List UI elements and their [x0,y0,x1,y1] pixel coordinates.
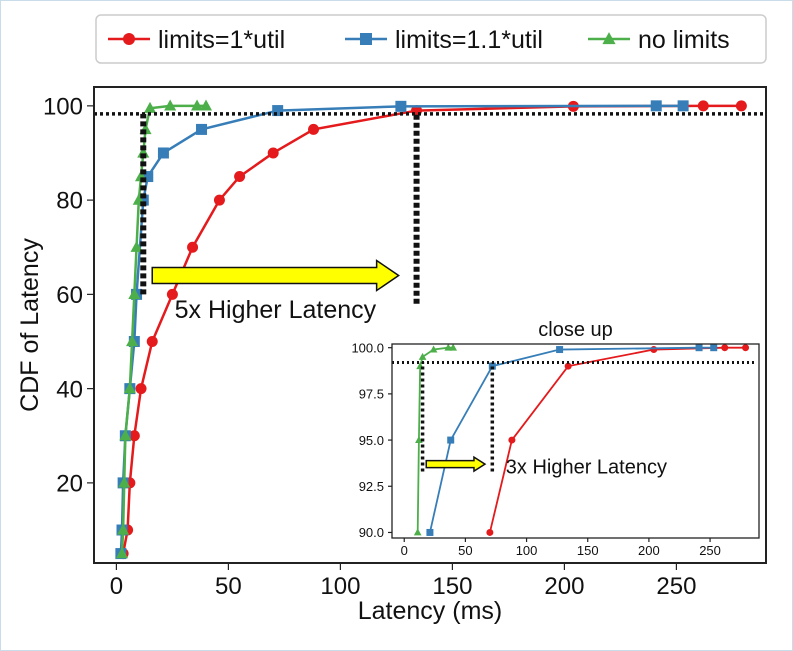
inset-series-0-point [742,344,750,352]
inset-series-1-point [556,346,564,354]
main-series-2-point [190,99,204,111]
main-series-2-point [128,288,141,300]
inset-y-tick-label: 100.0 [351,340,384,355]
legend-label-0: limits=1*util [158,26,285,54]
main-series-0-point [135,383,147,395]
legend-marker-0 [123,33,135,45]
inset-background [392,344,759,538]
inset-arrow [425,455,487,473]
main-series-2-point [137,146,150,158]
inset-series-0-point [486,528,494,536]
inset-series-1-point [488,362,496,370]
main-series-1-point [677,100,689,112]
main-series-0-point [146,335,158,347]
main-annotation-text: 5x Higher Latency [175,296,377,324]
main-x-tick-label: 50 [215,573,242,600]
inset-x-tick-label: 250 [699,543,721,558]
main-series-1-point [395,100,407,112]
main-x-tick-label: 250 [656,573,696,600]
inset-title: close up [538,319,613,341]
main-x-tick-label: 100 [320,573,360,600]
legend-marker-1 [360,33,372,45]
main-y-tick-label: 80 [56,188,83,215]
main-series-1-point [650,100,662,112]
main-series-0-point [187,241,199,253]
main-series-2-point [118,476,131,488]
inset-series-0-point [508,436,516,444]
inset-series-2-point [429,345,438,353]
main-series-0-point [735,100,747,112]
legend-marker-2 [602,32,616,45]
main-y-tick-label: 60 [56,282,83,309]
inset-x-tick-label: 0 [401,543,408,558]
inset-y-tick-label: 97.5 [359,387,384,402]
main-axes-frame [93,86,767,564]
main-plot: 5x Higher Latency 0 50 100 150 200 250 20 40 60 80… [16,86,767,625]
main-series-2-point [143,101,157,113]
main-x-tick-label: 200 [544,573,584,600]
main-series-2-point [164,99,177,111]
main-series-2-point [119,429,132,441]
inset-series-2-point [449,343,458,351]
inset-x-tick-label: 100 [516,543,538,558]
inset-series-0-point [650,346,658,354]
inset-y-tick-label: 95.0 [359,433,384,448]
main-series-1-point [272,105,284,117]
main-series-0-point [128,430,140,442]
inset-series-0-point [721,344,729,352]
main-series-2-point [123,382,136,394]
main-series-0-point [308,123,320,135]
inset-x-tick-label: 200 [638,543,660,558]
inset-series-1-point [695,344,703,352]
inset-series-2-point [413,528,422,536]
legend-label-2: no limits [638,26,730,54]
legend: limits=1*util limits=1.1*util no limits [95,14,767,64]
main-series-0-point [234,171,246,183]
inset-x-tick-label: 150 [577,543,599,558]
main-y-tick-label: 20 [56,471,83,498]
main-series-0-point [213,194,225,206]
inset-y-tick-label: 92.5 [359,479,384,494]
main-series-2-point [130,240,143,252]
main-series-line-0 [121,104,742,554]
inset-plot: 3x Higher Latency 0 50 100 150 200 250 90.0 92.5… [351,319,760,558]
legend-box [95,14,767,64]
main-y-axis-label: CDF of Latency [16,238,44,412]
main-series-0-point [267,147,279,159]
main-series-0-point [166,288,178,300]
main-y-tick-label: 40 [56,376,83,403]
main-series-1-point [196,123,208,135]
main-series-0-point [697,100,709,112]
main-series-1-point [157,147,169,159]
main-arrow [151,259,400,292]
main-series-line-2 [120,104,206,554]
main-y-tick-label: 100 [43,93,83,120]
main-series-2-point [199,99,213,111]
inset-series-2-point [418,352,427,360]
inset-series-1-point [447,436,455,444]
main-x-tick-label: 150 [432,573,472,600]
inset-axes-frame [391,343,760,539]
inset-series-2-point [444,343,453,351]
inset-series-1-point [710,344,718,352]
main-x-axis-label: Latency (ms) [358,597,502,625]
inset-annotation-text: 3x Higher Latency [506,456,667,478]
main-series-2-point [126,335,139,347]
main-series-2-point [117,523,130,535]
main-x-tick-label: 0 [110,573,123,600]
main-series-1-point [137,194,149,206]
legend-label-1: limits=1.1*util [395,26,543,54]
inset-x-tick-label: 50 [458,543,472,558]
main-series-1-point [142,171,154,183]
inset-y-tick-label: 90.0 [359,525,384,540]
inset-series-1-point [426,528,434,536]
inset-series-0-point [564,362,572,370]
main-series-2-point [115,547,129,559]
